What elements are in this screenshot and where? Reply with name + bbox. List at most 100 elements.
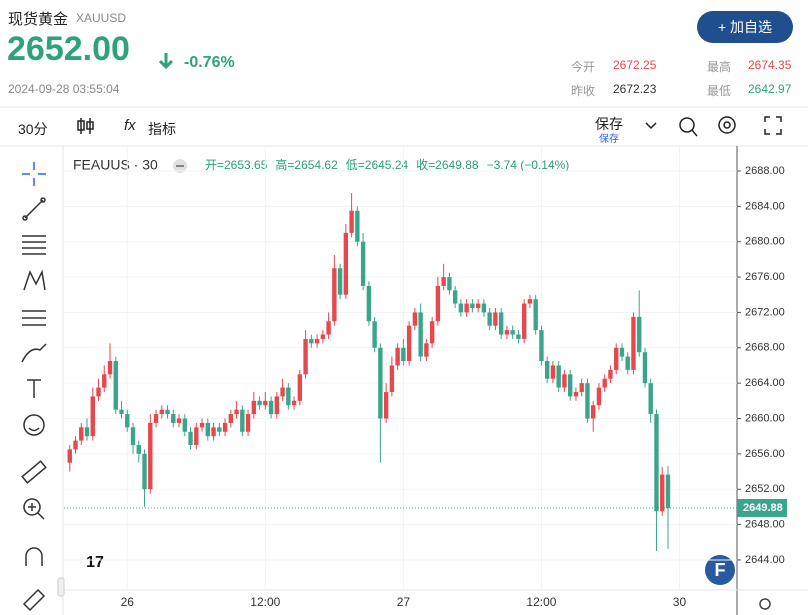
candle-body	[637, 316, 642, 353]
x-tick-label: 30	[673, 595, 687, 609]
candle-body	[510, 330, 515, 335]
candle-body	[96, 387, 101, 397]
candle-body	[263, 400, 268, 406]
price-change: -0.76%	[184, 54, 235, 71]
candle-body	[401, 347, 406, 362]
fx-icon: fx	[124, 117, 136, 134]
candle-body	[452, 290, 458, 304]
candle-body	[228, 414, 234, 423]
candle-body	[119, 409, 124, 415]
lock-tool[interactable]	[22, 588, 46, 612]
candle-body	[573, 391, 579, 397]
candle-body	[240, 409, 245, 432]
candle-body	[585, 383, 590, 419]
candle-body	[280, 387, 285, 397]
legend-value: −3.74 (−0.14%)	[487, 158, 570, 172]
candle-body	[274, 396, 280, 415]
candle-body	[470, 303, 475, 309]
candle-body	[199, 422, 205, 428]
symbol: XAUUSD	[76, 11, 127, 25]
axis-settings[interactable]	[759, 598, 771, 610]
candle-body	[234, 409, 239, 415]
y-tick-label: 2672.00	[745, 306, 785, 318]
candle-body	[303, 338, 308, 375]
projection-tool[interactable]	[22, 310, 46, 326]
alert-button[interactable]	[679, 117, 698, 137]
candle-body	[447, 277, 452, 291]
candle-body	[458, 303, 464, 313]
candle-body	[418, 312, 423, 357]
stat-value: 2672.25	[613, 58, 657, 72]
candle-body	[314, 338, 320, 344]
candle-body	[475, 303, 481, 309]
candle-body	[608, 369, 613, 379]
dropdown-arrow[interactable]	[645, 122, 657, 130]
f-badge-letter: F	[715, 560, 726, 580]
zoom-tool[interactable]	[23, 498, 45, 520]
save-button[interactable]: 保存	[595, 116, 623, 132]
candle-body	[533, 299, 538, 331]
candle-body	[337, 268, 343, 295]
y-tick-label: 2676.00	[745, 271, 785, 283]
x-tick-label: 26	[121, 595, 135, 609]
candle-body	[205, 422, 211, 437]
stat-label: 最高	[707, 60, 732, 74]
chart-style-button[interactable]	[77, 118, 94, 134]
y-tick-label: 2652.00	[745, 483, 785, 495]
candle-body	[406, 325, 412, 362]
candle-body	[79, 427, 84, 441]
legend-value: 高=2654.62	[275, 157, 338, 172]
candle-body	[372, 321, 377, 348]
trendline-tool[interactable]	[22, 197, 46, 221]
brush-tool[interactable]	[21, 343, 47, 363]
candle-body	[343, 232, 349, 295]
collapse-handle[interactable]	[57, 577, 65, 597]
candle-body	[389, 365, 395, 392]
candle-body	[631, 316, 636, 370]
legend-value: 开=2653.65	[205, 158, 268, 172]
interval-button[interactable]: 30分	[18, 121, 48, 137]
indicators-button[interactable]: 指标	[148, 121, 176, 137]
candle-body	[504, 330, 510, 335]
text-tool[interactable]	[27, 379, 41, 398]
candle-body	[153, 414, 159, 423]
candle-body	[366, 285, 372, 322]
legend-value: 低=2645.24	[346, 158, 409, 172]
candle-body	[567, 374, 573, 397]
fullscreen-button[interactable]	[764, 116, 782, 135]
add-watchlist-button[interactable]: + 加自选	[697, 11, 793, 43]
pattern-tool[interactable]	[23, 269, 46, 291]
candle-body	[642, 352, 648, 384]
candle-body	[383, 391, 389, 419]
save-status: 保存	[599, 134, 619, 145]
candle-body	[435, 285, 441, 322]
crosshair-tool[interactable]	[22, 162, 46, 186]
candle-body	[102, 374, 107, 388]
legend-title: FEAUUS · 30	[73, 157, 158, 173]
legend-value: 收=2649.88	[416, 158, 479, 172]
candle-body	[268, 400, 274, 415]
candle-body	[395, 347, 400, 366]
candle-body	[136, 445, 141, 454]
candle-body	[142, 453, 147, 490]
candle-body	[619, 347, 625, 357]
settings-button[interactable]	[718, 116, 736, 134]
ruler-tool[interactable]	[21, 460, 47, 484]
candle-body	[251, 400, 257, 415]
candle-body	[360, 241, 366, 286]
candle-body	[309, 338, 314, 344]
candle-body	[326, 321, 331, 335]
fib-tool[interactable]	[22, 235, 46, 255]
candle-body	[320, 334, 326, 339]
f-badge	[705, 555, 735, 585]
candle-body	[84, 427, 90, 437]
emoji-tool[interactable]	[23, 414, 45, 436]
magnet-tool[interactable]	[25, 547, 43, 566]
candle-body	[188, 431, 193, 446]
candle-body	[245, 414, 251, 432]
candle-body	[165, 409, 170, 415]
last-price-tag	[737, 498, 787, 517]
tv-logo	[80, 550, 110, 576]
